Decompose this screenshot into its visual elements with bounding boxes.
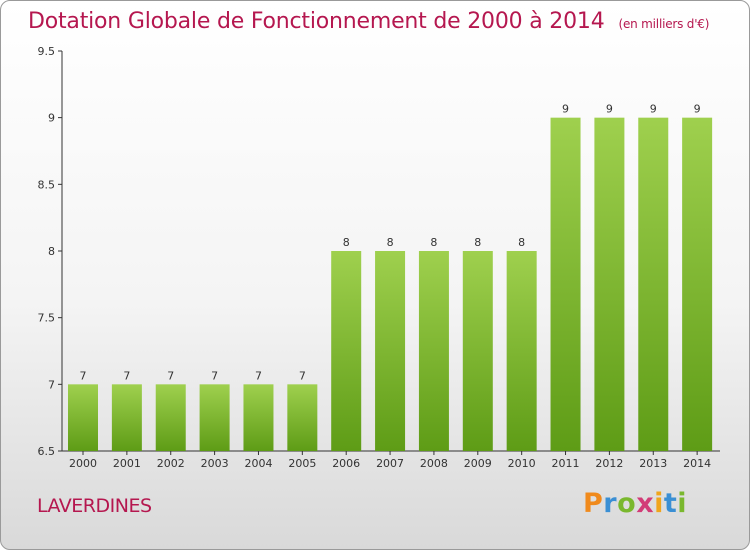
x-tick-label: 2011 — [552, 457, 580, 470]
x-tick-label: 2000 — [69, 457, 97, 470]
bar-2009 — [462, 251, 493, 451]
bar-2014 — [682, 117, 713, 452]
bar-2008 — [418, 251, 449, 451]
x-tick-label: 2009 — [464, 457, 492, 470]
chart-title: Dotation Globale de Fonctionnement de 20… — [28, 9, 709, 34]
y-tick-label: 9 — [48, 112, 55, 125]
bar-value-label: 7 — [255, 369, 262, 382]
y-tick-label: 6.5 — [38, 445, 56, 458]
bar-2004 — [243, 384, 274, 451]
logo-letter: r — [603, 488, 618, 519]
x-tick-label: 2014 — [683, 457, 711, 470]
bar-value-label: 9 — [562, 103, 569, 116]
bar-value-label: 8 — [430, 236, 437, 249]
logo-letter: o — [617, 488, 637, 519]
bar-2003 — [199, 384, 230, 451]
bar-value-label: 7 — [211, 369, 218, 382]
x-tick-label: 2006 — [332, 457, 360, 470]
bar-value-label: 8 — [387, 236, 394, 249]
x-tick-label: 2003 — [201, 457, 229, 470]
bar-value-label: 8 — [474, 236, 481, 249]
logo-letter: P — [583, 488, 604, 519]
bar-value-label: 8 — [518, 236, 525, 249]
bar-2001 — [111, 384, 142, 451]
bar-value-label: 7 — [123, 369, 130, 382]
x-tick-label: 2008 — [420, 457, 448, 470]
bar-value-label: 9 — [694, 103, 701, 116]
commune-name: LAVERDINES — [37, 495, 152, 517]
x-tick-label: 2005 — [288, 457, 316, 470]
bar-2005 — [287, 384, 318, 451]
bar-2000 — [68, 384, 98, 451]
bar-2007 — [375, 251, 406, 451]
y-tick-label: 7 — [48, 378, 55, 391]
y-tick-label: 9.5 — [38, 45, 56, 58]
logo-letter: x — [636, 488, 655, 519]
bar-2011 — [550, 117, 581, 452]
x-tick-label: 2012 — [595, 457, 623, 470]
y-tick-label: 8 — [48, 245, 55, 258]
x-tick-label: 2013 — [639, 457, 667, 470]
chart-title-text: Dotation Globale de Fonctionnement de 20… — [28, 9, 605, 34]
bar-value-label: 7 — [167, 369, 174, 382]
bar-2010 — [506, 251, 537, 451]
logo-letter: i — [654, 488, 664, 519]
y-tick-label: 7.5 — [38, 312, 56, 325]
x-tick-label: 2002 — [157, 457, 185, 470]
chart-unit: (en milliers d'€) — [618, 17, 710, 31]
x-tick-label: 2010 — [508, 457, 536, 470]
bar-2006 — [331, 251, 362, 451]
bar-value-label: 7 — [299, 369, 306, 382]
bar-2013 — [638, 117, 669, 452]
bar-value-label: 7 — [80, 369, 87, 382]
bar-2012 — [594, 117, 625, 452]
bar-2002 — [155, 384, 186, 451]
x-tick-label: 2001 — [113, 457, 141, 470]
logo-letter: t — [663, 488, 678, 519]
x-tick-label: 2007 — [376, 457, 404, 470]
y-tick-label: 8.5 — [38, 178, 56, 191]
x-tick-label: 2004 — [244, 457, 272, 470]
bar-value-label: 8 — [343, 236, 350, 249]
logo-letter: i — [677, 488, 688, 519]
proxiti-logo: Proxiti — [583, 488, 687, 519]
bar-value-label: 9 — [650, 103, 657, 116]
bar-value-label: 9 — [606, 103, 613, 116]
